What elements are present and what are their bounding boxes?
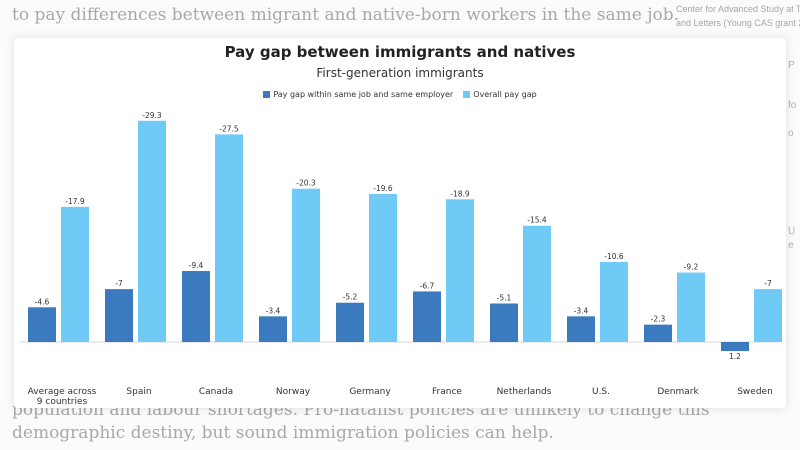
chart-card: Pay gap between immigrants and natives F…	[14, 38, 786, 408]
category-label: U.S.	[592, 387, 610, 397]
data-label: -29.3	[142, 111, 162, 120]
category-label: Norway	[276, 387, 311, 397]
bar-overall	[600, 261, 628, 342]
bar-same-job	[336, 302, 364, 342]
data-label: -10.6	[604, 252, 624, 261]
data-label: -17.9	[65, 197, 85, 206]
legend-label-same-job: Pay gap within same job and same employe…	[273, 90, 454, 99]
bar-same-job	[644, 324, 672, 342]
bar-overall	[446, 199, 474, 342]
edge-text-fragment: e	[788, 240, 794, 251]
data-label: -27.5	[219, 124, 239, 133]
bar-same-job	[721, 342, 749, 352]
category-label: Average across	[28, 387, 97, 397]
edge-text-fragment: o	[788, 128, 794, 139]
bar-overall	[215, 134, 243, 342]
data-label: -20.3	[296, 179, 316, 188]
chart-subtitle: First-generation immigrants	[316, 66, 484, 80]
edge-text-fragment: fo	[788, 100, 797, 111]
bar-same-job	[490, 303, 518, 342]
bar-same-job	[28, 307, 56, 342]
bar-overall	[138, 120, 166, 342]
bar-same-job	[567, 316, 595, 342]
data-label: -19.6	[373, 184, 393, 193]
bar-same-job	[259, 316, 287, 342]
data-label: -2.3	[651, 315, 666, 324]
bar-overall	[292, 188, 320, 342]
chart-legend: Pay gap within same job and same employe…	[14, 90, 786, 99]
data-label: -6.7	[420, 281, 435, 290]
sidebar-caption-line-2: and Letters (Young CAS grant 20	[676, 18, 800, 28]
category-label: Netherlands	[497, 387, 552, 397]
legend-swatch-same-job	[263, 91, 271, 98]
legend-label-overall: Overall pay gap	[473, 90, 537, 99]
category-label: 9 countries	[37, 397, 88, 407]
data-label: -7	[764, 279, 772, 288]
background-paragraph-top: to pay differences between migrant and n…	[12, 5, 680, 25]
category-label: Germany	[349, 387, 391, 397]
data-label: -9.4	[189, 261, 204, 270]
bar-same-job	[413, 291, 441, 342]
sidebar-caption-line-1: Center for Advanced Study at The	[676, 4, 800, 14]
category-label: Sweden	[737, 387, 773, 397]
legend-item-overall: Overall pay gap	[463, 90, 537, 99]
category-label: France	[432, 387, 462, 397]
background-paragraph-line-2: demographic destiny, but sound immigrati…	[12, 423, 554, 443]
bar-overall	[61, 206, 89, 342]
data-label: -15.4	[527, 216, 547, 225]
bar-same-job	[105, 289, 133, 342]
edge-text-fragment: U	[788, 226, 796, 237]
category-label: Canada	[199, 387, 233, 397]
data-label: -5.1	[497, 293, 512, 302]
legend-swatch-overall	[463, 91, 471, 98]
bar-same-job	[182, 271, 210, 342]
bar-overall	[523, 225, 551, 342]
data-label: 1.2	[729, 352, 741, 361]
data-label: -7	[115, 279, 123, 288]
edge-text-fragment: P	[788, 60, 795, 71]
data-label: -5.2	[343, 293, 358, 302]
chart-title: Pay gap between immigrants and natives	[224, 43, 576, 61]
bar-overall	[677, 272, 705, 342]
data-label: -3.4	[266, 306, 281, 315]
data-label: -9.2	[684, 263, 699, 272]
data-label: -18.9	[450, 189, 470, 198]
category-label: Spain	[126, 387, 151, 397]
bar-overall	[369, 194, 397, 342]
data-label: -4.6	[35, 297, 50, 306]
category-label: Denmark	[657, 387, 699, 397]
bar-overall	[754, 289, 782, 342]
data-label: -3.4	[574, 306, 589, 315]
legend-item-same-job: Pay gap within same job and same employe…	[263, 90, 453, 99]
